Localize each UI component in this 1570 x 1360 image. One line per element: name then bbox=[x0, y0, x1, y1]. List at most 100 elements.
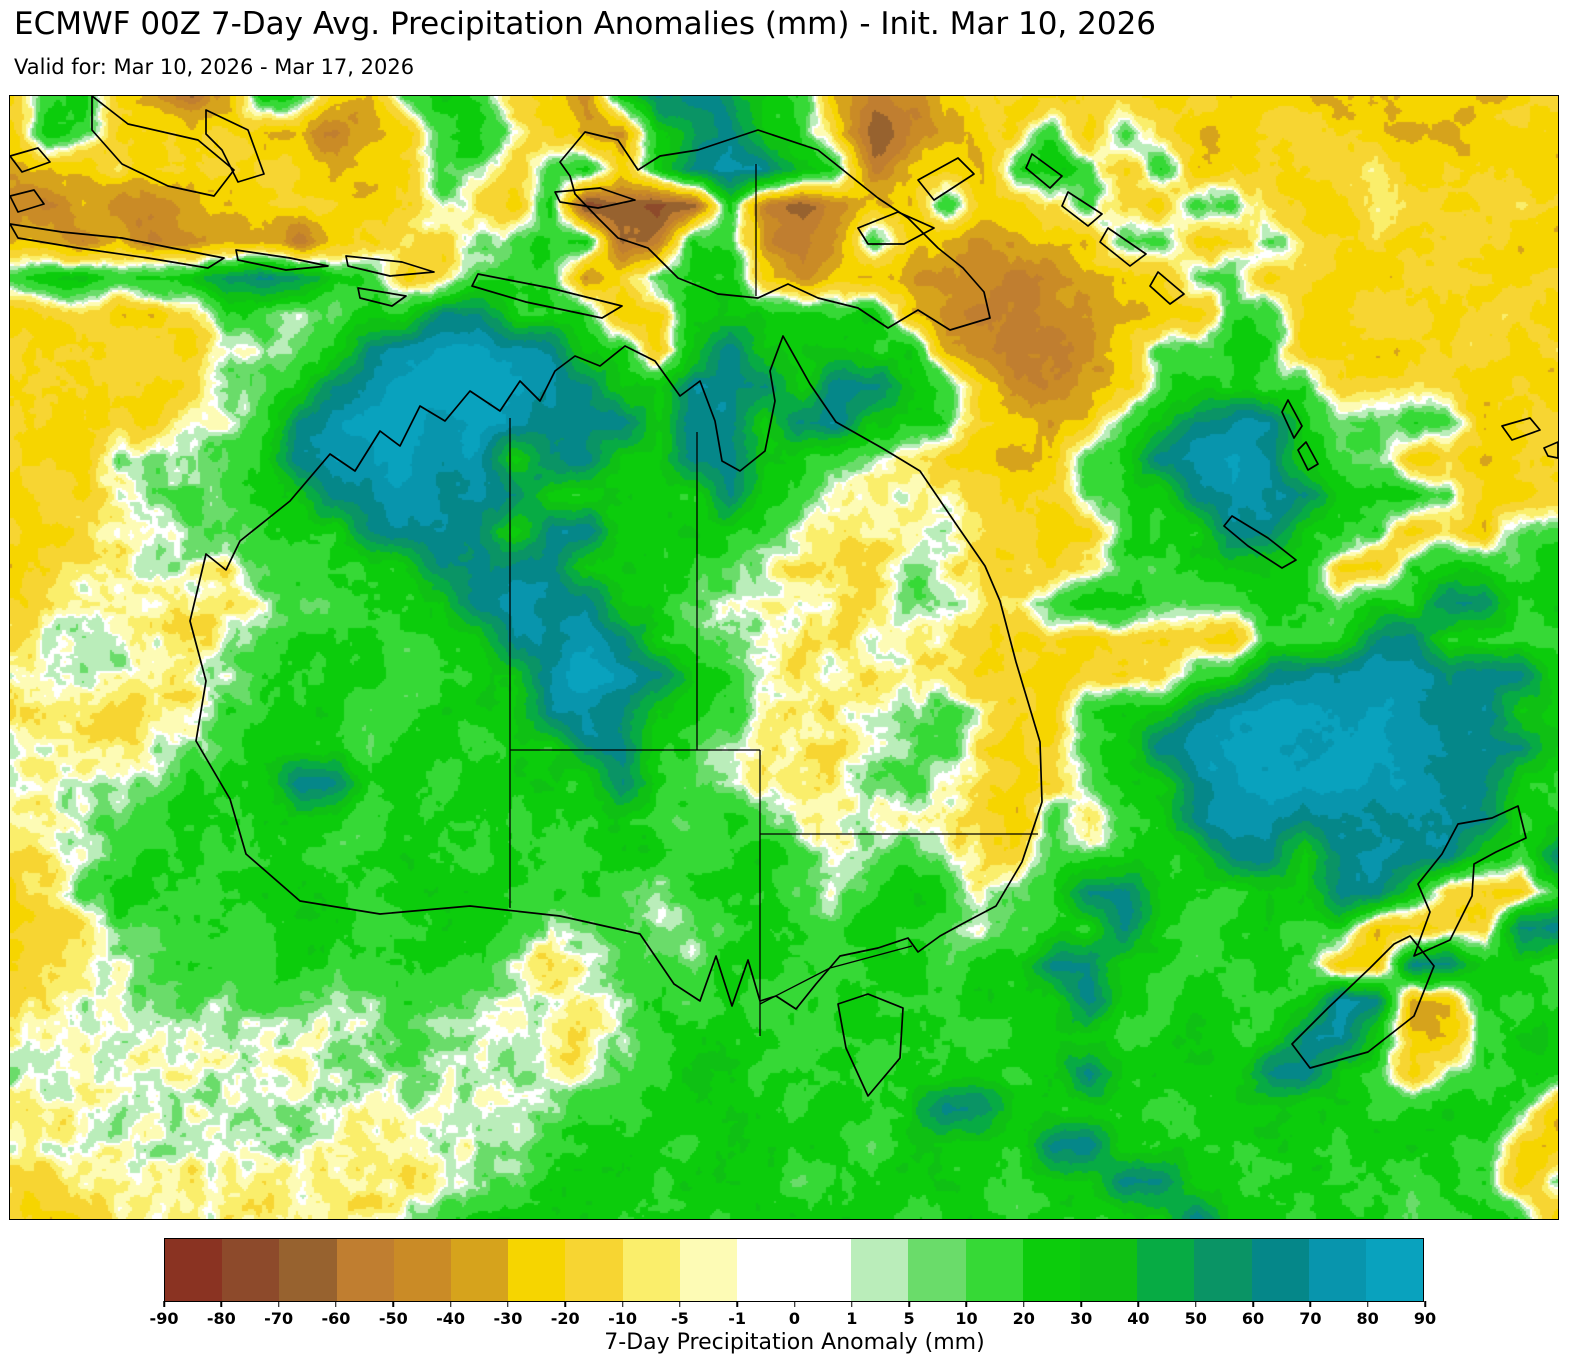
coastline-new-britain bbox=[857, 211, 935, 245]
colorbar-tick-label: 80 bbox=[1356, 1309, 1379, 1328]
colorbar-tick-label: -20 bbox=[550, 1309, 580, 1328]
colorbar-segment bbox=[679, 1239, 737, 1301]
coastline-seram bbox=[554, 187, 636, 209]
colorbar-tick-label: 0 bbox=[788, 1309, 801, 1328]
colorbar-segment bbox=[508, 1239, 566, 1301]
colorbar-segment bbox=[1022, 1239, 1080, 1301]
coastline-australia bbox=[189, 335, 1043, 1010]
colorbar-tick-label: -5 bbox=[670, 1309, 689, 1328]
coastline-bali-sumbawa bbox=[235, 249, 329, 271]
colorbar-segment bbox=[794, 1239, 852, 1301]
colorbar-tick-label: 70 bbox=[1299, 1309, 1322, 1328]
coastline-solomons-3 bbox=[1099, 227, 1147, 267]
colorbar-segment bbox=[1194, 1239, 1252, 1301]
colorbar-tick-label: -10 bbox=[608, 1309, 637, 1328]
colorbar-tick-mark bbox=[851, 1301, 853, 1307]
coastline-solomons-2 bbox=[1061, 191, 1103, 227]
colorbar-tick-mark bbox=[449, 1301, 452, 1307]
colorbar-tick-mark bbox=[1194, 1301, 1197, 1307]
colorbar-segment bbox=[565, 1239, 623, 1301]
colorbar-tick-mark bbox=[335, 1301, 337, 1307]
colorbar-segment bbox=[622, 1239, 680, 1301]
colorbar-tick-mark bbox=[1309, 1301, 1312, 1307]
colorbar-tick-label: 20 bbox=[1012, 1309, 1035, 1328]
colorbar-segment bbox=[393, 1239, 451, 1301]
colorbar-segment bbox=[908, 1239, 966, 1301]
colorbar-tick-label: 40 bbox=[1127, 1309, 1150, 1328]
colorbar-tick-label: 5 bbox=[903, 1309, 915, 1328]
colorbar bbox=[164, 1238, 1424, 1302]
coastline-borneo bbox=[91, 96, 235, 197]
colorbar-segment bbox=[1365, 1239, 1424, 1301]
colorbar-segment bbox=[1251, 1239, 1309, 1301]
precipitation-anomaly-field bbox=[10, 96, 1558, 1219]
colorbar-tick-label: 90 bbox=[1413, 1309, 1437, 1328]
colorbar-tick-mark bbox=[1424, 1301, 1426, 1307]
coastline-sunda-islet-2 bbox=[10, 189, 45, 213]
coastline-vanuatu-1 bbox=[1281, 399, 1303, 439]
colorbar-tick-label: -30 bbox=[493, 1309, 523, 1328]
coastline-solomons-1 bbox=[1025, 153, 1063, 189]
colorbar-label: 7-Day Precipitation Anomaly (mm) bbox=[604, 1330, 985, 1355]
coastline-tasmania bbox=[837, 993, 904, 1097]
colorbar-tick-mark bbox=[908, 1301, 910, 1307]
admin-border bbox=[759, 945, 913, 1005]
colorbar-tick-mark bbox=[1080, 1301, 1082, 1307]
colorbar-tick-label: -50 bbox=[378, 1309, 408, 1328]
colorbar-tick-mark bbox=[1366, 1301, 1369, 1307]
colorbar-tick-mark bbox=[793, 1301, 796, 1307]
colorbar-tick-label: -90 bbox=[149, 1309, 179, 1328]
coastline-new-ireland bbox=[917, 157, 975, 201]
coastline-flores bbox=[345, 255, 435, 277]
colorbar-tick-label: 10 bbox=[955, 1309, 978, 1328]
coastline-fiji-1 bbox=[1501, 417, 1541, 441]
coastline-vanuatu-2 bbox=[1297, 441, 1319, 471]
colorbar-segment bbox=[165, 1239, 223, 1301]
colorbar-tick-mark bbox=[965, 1301, 968, 1307]
colorbar-tick-mark bbox=[392, 1301, 395, 1307]
coastline-nz-south-island bbox=[1291, 935, 1435, 1069]
colorbar-tick-label: 30 bbox=[1069, 1309, 1093, 1328]
colorbar-segment bbox=[222, 1239, 280, 1301]
colorbar-segment bbox=[450, 1239, 509, 1301]
colorbar-tick-label: 1 bbox=[846, 1309, 858, 1328]
coastline-santa-cruz bbox=[1149, 271, 1185, 305]
coastline-overlay bbox=[10, 96, 1558, 1097]
colorbar-tick-mark bbox=[163, 1301, 165, 1307]
colorbar-tick-mark bbox=[277, 1301, 280, 1307]
figure-subtitle: Valid for: Mar 10, 2026 - Mar 17, 2026 bbox=[14, 55, 415, 79]
colorbar-tick-label: -70 bbox=[264, 1309, 294, 1328]
colorbar-segment bbox=[1308, 1239, 1366, 1301]
colorbar-segment bbox=[851, 1239, 909, 1301]
map-frame bbox=[9, 95, 1559, 1220]
coastline-new-guinea bbox=[559, 129, 991, 331]
coastline-fiji-2 bbox=[1543, 441, 1558, 459]
colorbar-segment bbox=[1080, 1239, 1138, 1301]
colorbar-tick-label: -80 bbox=[206, 1309, 236, 1328]
colorbar-tick-mark bbox=[1023, 1301, 1025, 1307]
colorbar-tick-mark bbox=[736, 1301, 738, 1307]
colorbar-tick-mark bbox=[564, 1301, 566, 1307]
colorbar-tick-label: 60 bbox=[1241, 1309, 1265, 1328]
colorbar-tick-label: -40 bbox=[436, 1309, 466, 1328]
colorbar-segment bbox=[965, 1239, 1023, 1301]
colorbar-tick-mark bbox=[1252, 1301, 1254, 1307]
colorbar-tick-label: 50 bbox=[1184, 1309, 1207, 1328]
colorbar-segment bbox=[279, 1239, 337, 1301]
coastline-java bbox=[10, 223, 225, 269]
coastline-sulawesi bbox=[205, 109, 265, 183]
coastline-timor bbox=[471, 273, 623, 319]
coastline-new-caledonia bbox=[1223, 515, 1297, 569]
colorbar-segment bbox=[736, 1239, 795, 1301]
colorbar-tick-mark bbox=[507, 1301, 509, 1307]
coastline-sumba bbox=[357, 287, 407, 307]
coastline-nz-north-island bbox=[1413, 805, 1527, 957]
figure-title: ECMWF 00Z 7-Day Avg. Precipitation Anoma… bbox=[14, 6, 1157, 42]
colorbar-tick-mark bbox=[621, 1301, 624, 1307]
colorbar-tick-label: -1 bbox=[728, 1309, 747, 1328]
colorbar-segment bbox=[336, 1239, 394, 1301]
colorbar-segment bbox=[1137, 1239, 1195, 1301]
colorbar-tick-label: -60 bbox=[321, 1309, 351, 1328]
colorbar-tick-mark bbox=[220, 1301, 223, 1307]
